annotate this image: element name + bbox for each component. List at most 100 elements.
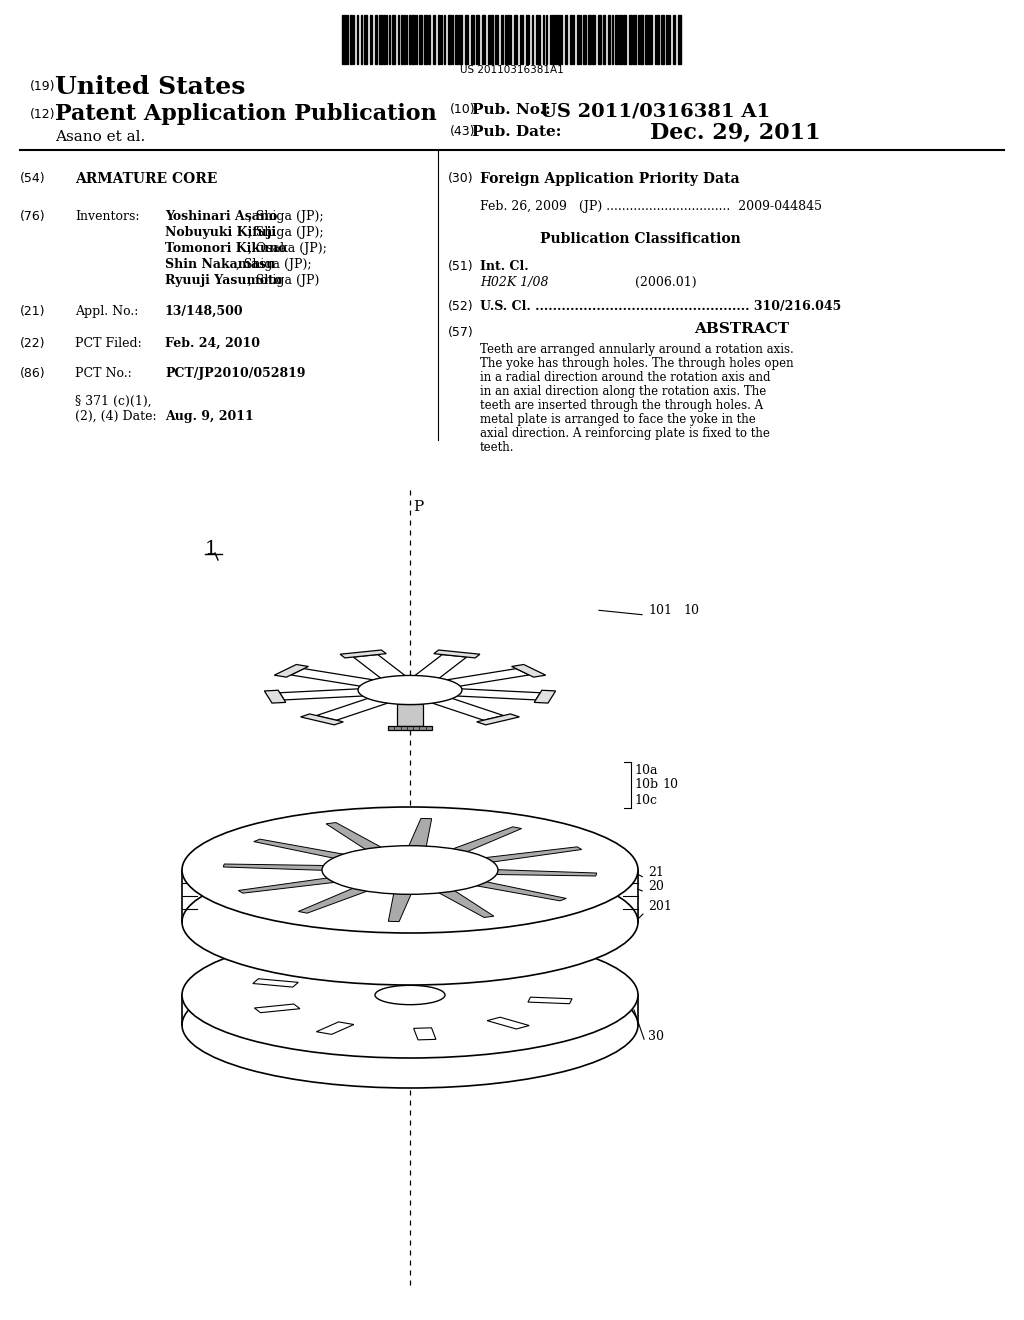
- Text: 13/148,500: 13/148,500: [165, 305, 244, 318]
- Polygon shape: [223, 865, 332, 871]
- Polygon shape: [434, 649, 480, 657]
- Ellipse shape: [182, 962, 638, 1088]
- Text: U.S. Cl. ................................................. 310/216.045: U.S. Cl. ...............................…: [480, 300, 842, 313]
- Bar: [603, 15, 605, 63]
- Text: P: P: [413, 500, 423, 513]
- Bar: [526, 15, 529, 63]
- Text: US 2011/0316381 A1: US 2011/0316381 A1: [540, 103, 770, 121]
- Polygon shape: [291, 669, 374, 686]
- Ellipse shape: [375, 985, 445, 1005]
- Bar: [476, 15, 479, 63]
- Text: § 371 (c)(1),: § 371 (c)(1),: [75, 395, 152, 408]
- Bar: [438, 15, 440, 63]
- Bar: [424, 15, 427, 63]
- Polygon shape: [449, 826, 521, 853]
- Text: Appl. No.:: Appl. No.:: [75, 305, 138, 318]
- Bar: [629, 15, 632, 63]
- Text: Dec. 29, 2011: Dec. 29, 2011: [650, 121, 820, 144]
- Polygon shape: [446, 669, 529, 686]
- Text: in an axial direction along the rotation axis. The: in an axial direction along the rotation…: [480, 385, 766, 399]
- Text: in a radial direction around the rotation axis and: in a radial direction around the rotatio…: [480, 371, 770, 384]
- Bar: [419, 15, 422, 63]
- Ellipse shape: [322, 846, 498, 895]
- Bar: [459, 15, 462, 63]
- Bar: [623, 15, 626, 63]
- Polygon shape: [478, 847, 582, 863]
- Bar: [495, 15, 498, 63]
- Bar: [608, 15, 610, 63]
- Text: Foreign Application Priority Data: Foreign Application Priority Data: [480, 172, 739, 186]
- Bar: [615, 15, 618, 63]
- Bar: [412, 15, 415, 63]
- Bar: [375, 15, 377, 63]
- Text: (30): (30): [449, 172, 474, 185]
- Bar: [383, 15, 385, 63]
- Ellipse shape: [182, 807, 638, 933]
- Polygon shape: [274, 664, 308, 677]
- Text: 101: 101: [648, 603, 672, 616]
- Polygon shape: [415, 655, 467, 678]
- Bar: [678, 15, 681, 63]
- Text: , Shiga (JP);: , Shiga (JP);: [248, 226, 324, 239]
- Bar: [583, 15, 586, 63]
- Polygon shape: [528, 997, 572, 1003]
- Bar: [662, 15, 664, 63]
- Polygon shape: [253, 978, 298, 987]
- Bar: [640, 15, 643, 63]
- Bar: [666, 15, 668, 63]
- Text: (2), (4) Date:: (2), (4) Date:: [75, 411, 157, 422]
- Text: 201: 201: [648, 900, 672, 913]
- Text: (86): (86): [20, 367, 46, 380]
- Bar: [645, 15, 648, 63]
- Text: (12): (12): [30, 108, 55, 121]
- Polygon shape: [316, 1022, 354, 1035]
- Bar: [344, 15, 346, 63]
- Text: Pub. No.:: Pub. No.:: [472, 103, 551, 117]
- Polygon shape: [410, 950, 430, 962]
- Bar: [633, 15, 636, 63]
- Text: Nobuyuki Kifuji: Nobuyuki Kifuji: [165, 226, 276, 239]
- Text: Asano et al.: Asano et al.: [55, 129, 145, 144]
- Polygon shape: [301, 714, 343, 725]
- Text: (21): (21): [20, 305, 45, 318]
- Text: PCT/JP2010/052819: PCT/JP2010/052819: [165, 367, 305, 380]
- Text: ARMATURE CORE: ARMATURE CORE: [75, 172, 217, 186]
- Polygon shape: [280, 689, 364, 700]
- Polygon shape: [388, 892, 412, 921]
- Text: 30: 30: [648, 1031, 664, 1044]
- Polygon shape: [470, 880, 566, 900]
- Bar: [471, 15, 474, 63]
- Text: Aug. 9, 2011: Aug. 9, 2011: [165, 411, 254, 422]
- Polygon shape: [432, 698, 504, 721]
- Bar: [555, 15, 557, 63]
- Polygon shape: [487, 1018, 529, 1030]
- Text: (52): (52): [449, 300, 474, 313]
- Bar: [364, 15, 367, 63]
- Bar: [392, 15, 395, 63]
- Polygon shape: [340, 649, 386, 657]
- Polygon shape: [484, 960, 525, 972]
- Polygon shape: [353, 655, 406, 678]
- Polygon shape: [388, 726, 432, 730]
- Polygon shape: [535, 690, 556, 704]
- Ellipse shape: [182, 859, 638, 985]
- Text: 20: 20: [648, 880, 664, 894]
- Text: (2006.01): (2006.01): [635, 276, 696, 289]
- Text: 31: 31: [582, 1015, 598, 1028]
- Text: (54): (54): [20, 172, 46, 185]
- Bar: [455, 15, 458, 63]
- Bar: [577, 15, 579, 63]
- Text: teeth are inserted through the through holes. A: teeth are inserted through the through h…: [480, 399, 763, 412]
- Text: Feb. 26, 2009   (JP) ................................  2009-044845: Feb. 26, 2009 (JP) .....................…: [480, 201, 822, 213]
- Text: Tomonori Kikuno: Tomonori Kikuno: [165, 242, 287, 255]
- Text: Int. Cl.: Int. Cl.: [480, 260, 528, 273]
- Bar: [514, 15, 517, 63]
- Bar: [558, 15, 560, 63]
- Text: (10): (10): [450, 103, 475, 116]
- Text: 10b: 10b: [634, 779, 658, 792]
- Bar: [673, 15, 675, 63]
- Text: 10: 10: [662, 779, 678, 792]
- Text: United States: United States: [55, 75, 246, 99]
- Bar: [536, 15, 538, 63]
- Bar: [490, 15, 493, 63]
